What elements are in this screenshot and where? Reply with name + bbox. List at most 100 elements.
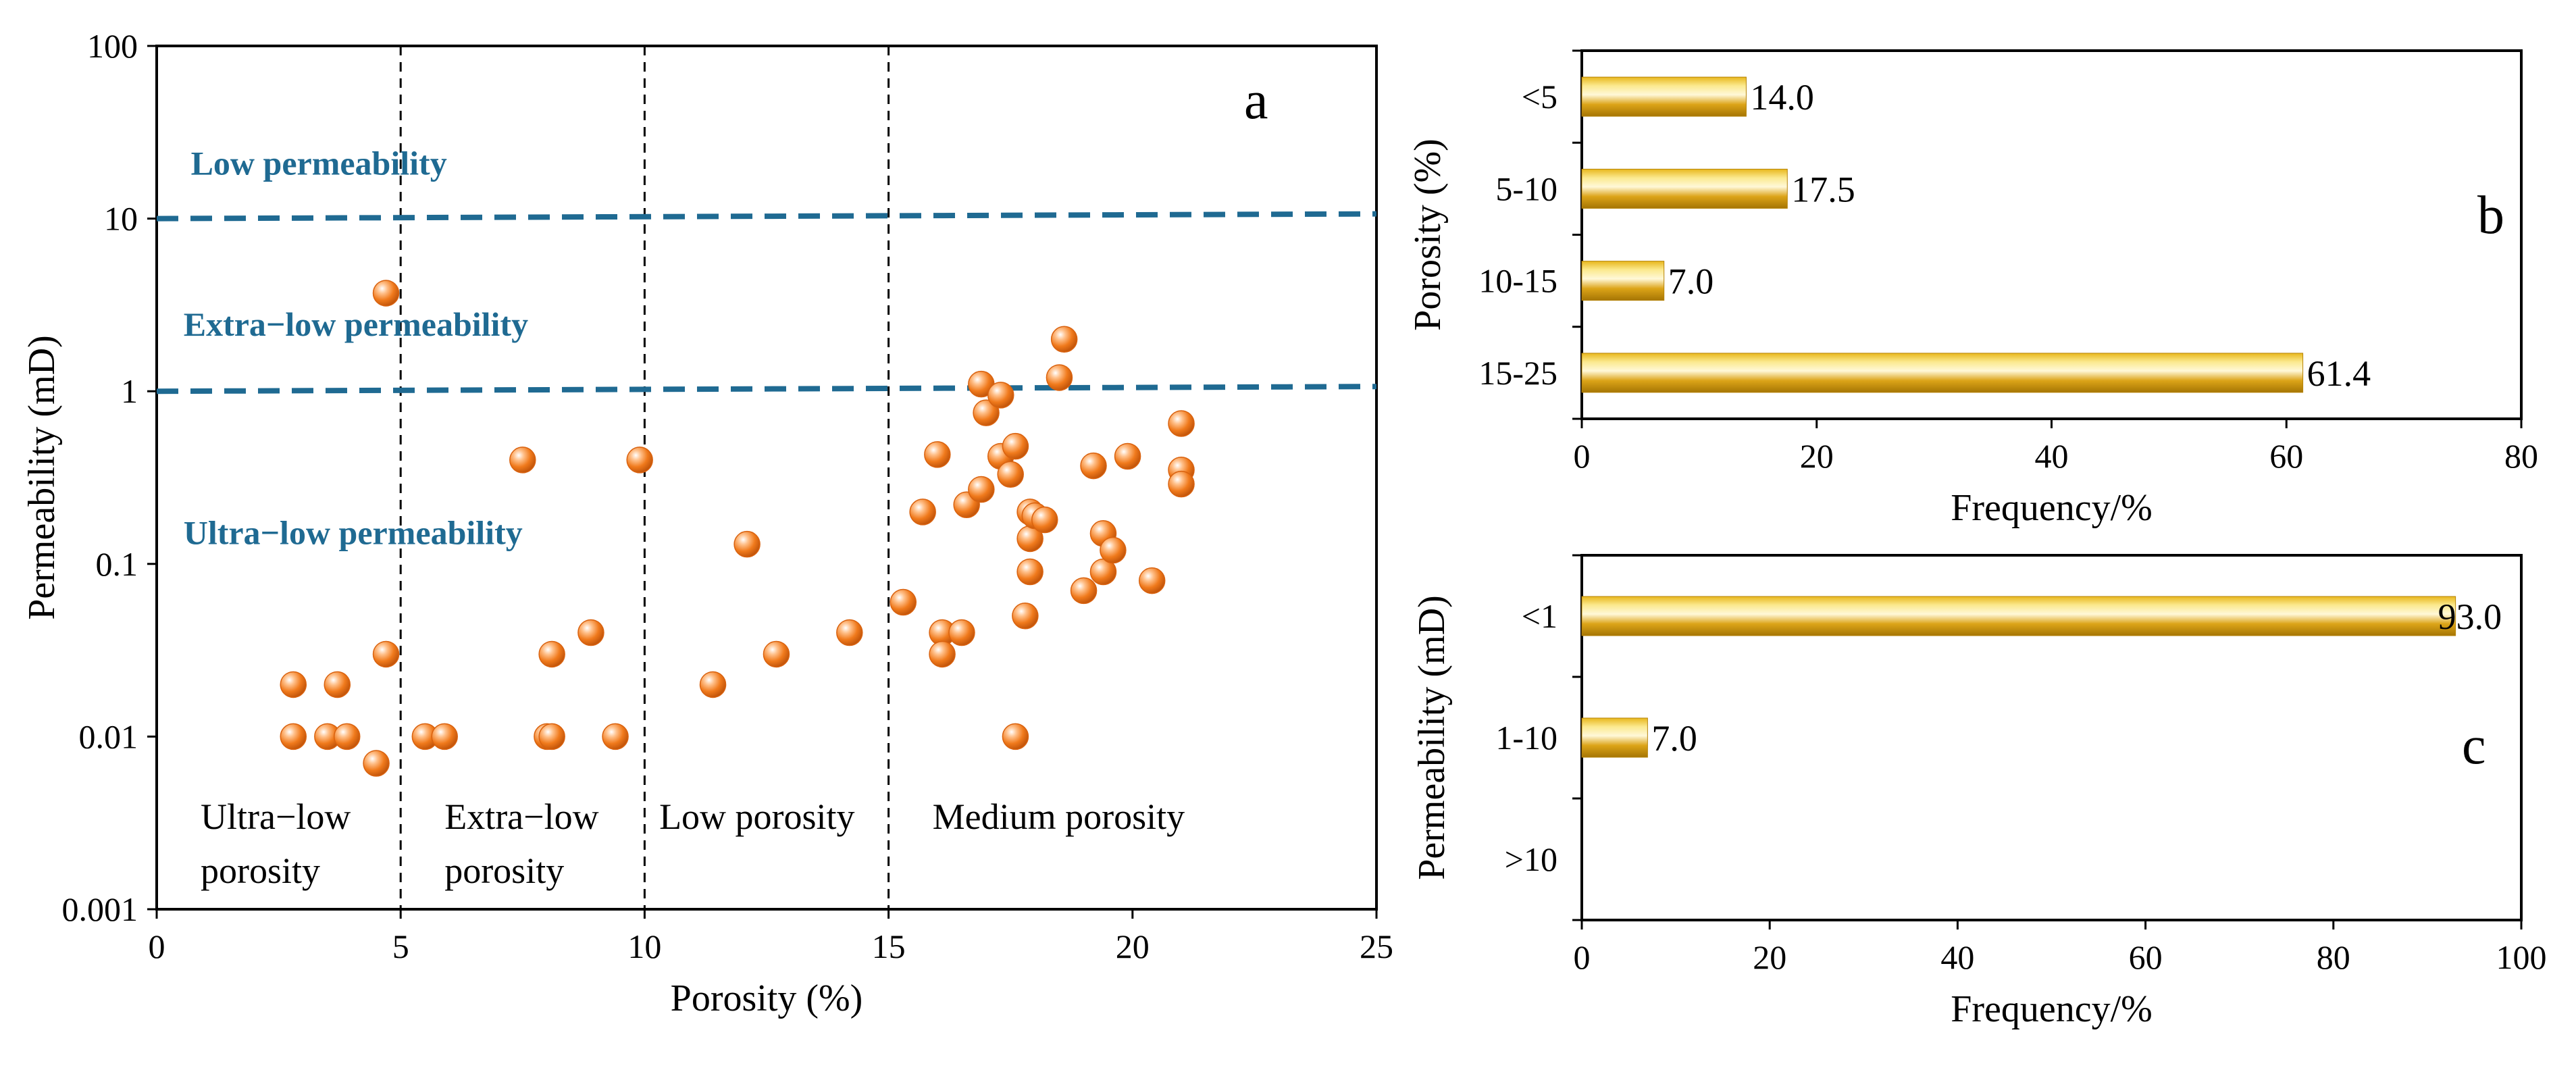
permeability-class-label: Ultra−low permeability: [184, 514, 523, 552]
panel-label-b: b: [2477, 186, 2504, 245]
category-label: 1-10: [1495, 719, 1557, 757]
scatter-point: [836, 619, 863, 646]
panel-c-permeability-histogram: 0 20 40 60 80 100 <1 93.0 1-10 7.0 >10 Frequency/% P…: [1411, 554, 2547, 1030]
scatter-point: [763, 640, 790, 668]
scatter-point: [1012, 602, 1039, 630]
x-tick-label: 0: [149, 927, 165, 965]
y-tick-label: 1: [121, 372, 138, 410]
x-axis-title: Frequency/%: [1951, 988, 2153, 1030]
bar-value-label: 14.0: [1750, 77, 1814, 118]
x-tick-label: 80: [2317, 938, 2350, 976]
x-tick-label: 60: [2269, 437, 2303, 475]
scatter-point: [372, 640, 400, 668]
x-tick-label: 20: [1753, 938, 1786, 976]
porosity-class-label: Extra−low: [444, 796, 598, 837]
scatter-point: [1016, 558, 1044, 586]
scatter-point: [1168, 410, 1195, 437]
scatter-point: [973, 399, 1000, 426]
category-label: <1: [1522, 597, 1557, 635]
scatter-point: [909, 499, 936, 526]
bar: [1581, 76, 1747, 117]
scatter-point: [924, 441, 951, 468]
scatter-point: [1050, 326, 1078, 353]
scatter-point: [733, 530, 761, 558]
scatter-point: [699, 671, 727, 698]
scatter-point: [538, 640, 565, 668]
porosity-class-label: Medium porosity: [933, 796, 1185, 837]
category-label: 15-25: [1478, 354, 1557, 392]
scatter-point: [324, 671, 351, 698]
scatter-point: [280, 723, 307, 750]
bar: [1581, 717, 1648, 758]
x-tick-label: 15: [872, 927, 906, 965]
category-label: 10-15: [1478, 262, 1557, 300]
scatter-point: [431, 723, 458, 750]
scatter-point: [577, 619, 604, 646]
bar: [1581, 596, 2456, 636]
bar-value-label: 61.4: [2307, 353, 2371, 394]
bar: [1581, 261, 1665, 301]
scatter-point: [602, 723, 629, 750]
x-tick-label: 20: [1800, 437, 1834, 475]
scatter-point: [509, 447, 536, 474]
x-tick-label: 60: [2129, 938, 2163, 976]
scatter-point: [1031, 506, 1058, 534]
y-axis-title: Permeability (mD): [21, 335, 63, 619]
scatter-point: [1046, 364, 1073, 391]
scatter-point: [1080, 452, 1107, 480]
y-tick-label: 100: [87, 27, 138, 65]
porosity-class-label: porosity: [444, 850, 564, 891]
scatter-point: [626, 447, 653, 474]
scatter-point: [1100, 536, 1127, 564]
x-tick-label: 40: [2035, 437, 2069, 475]
category-label: >10: [1505, 840, 1557, 878]
x-tick-label: 100: [2496, 938, 2547, 976]
x-tick-label: 0: [1574, 437, 1591, 475]
scatter-point: [948, 619, 975, 646]
scatter-point: [1114, 442, 1141, 470]
y-tick-label: 0.1: [96, 545, 138, 583]
x-tick-label: 40: [1940, 938, 1974, 976]
scatter-point: [372, 280, 400, 307]
plot-frame: [155, 45, 1378, 911]
scatter-point: [890, 588, 917, 616]
x-axis-title: Frequency/%: [1951, 487, 2153, 529]
bar-value-label: 7.0: [1668, 261, 1714, 302]
scatter-point: [968, 476, 995, 503]
scatter-point: [1002, 723, 1029, 750]
scatter-point: [929, 640, 956, 668]
scatter-point: [280, 671, 307, 698]
y-tick-label: 0.001: [62, 890, 138, 928]
scatter-point: [1138, 567, 1166, 594]
scatter-point: [363, 750, 390, 777]
bar-value-label: 17.5: [1791, 169, 1855, 209]
scatter-point: [538, 723, 565, 750]
panel-label-a: a: [1244, 71, 1268, 130]
y-axis-title: Porosity (%): [1407, 138, 1449, 331]
permeability-boundary-line: [156, 384, 1377, 394]
scatter-point: [997, 461, 1024, 488]
x-tick-label: 80: [2504, 437, 2538, 475]
x-tick-label: 20: [1116, 927, 1150, 965]
scatter-point: [1002, 432, 1029, 460]
scatter-point: [1168, 470, 1195, 498]
bar-value-label: 7.0: [1651, 718, 1697, 759]
panel-a-scatter: 0 5 10 15 20 25 0.001 0.01 0.1 1 10 100 Porosity (%)…: [21, 27, 1393, 1019]
category-label: <5: [1522, 78, 1557, 116]
y-tick-label: 10: [104, 200, 138, 238]
y-tick-label: 0.01: [79, 717, 138, 755]
permeability-boundary-line: [156, 211, 1377, 222]
porosity-class-label: Ultra−low: [201, 796, 351, 837]
bar: [1581, 353, 2304, 393]
porosity-class-label: porosity: [201, 850, 320, 891]
x-axis-title: Porosity (%): [671, 977, 863, 1019]
x-tick-label: 10: [627, 927, 661, 965]
scatter-point: [333, 723, 361, 750]
permeability-class-label: Low permeability: [191, 144, 447, 182]
category-label: 5-10: [1495, 170, 1557, 207]
scatter-point: [1070, 577, 1098, 605]
permeability-class-label: Extra−low permeability: [184, 305, 528, 343]
x-tick-label: 25: [1360, 927, 1393, 965]
scatter-point: [987, 382, 1014, 409]
